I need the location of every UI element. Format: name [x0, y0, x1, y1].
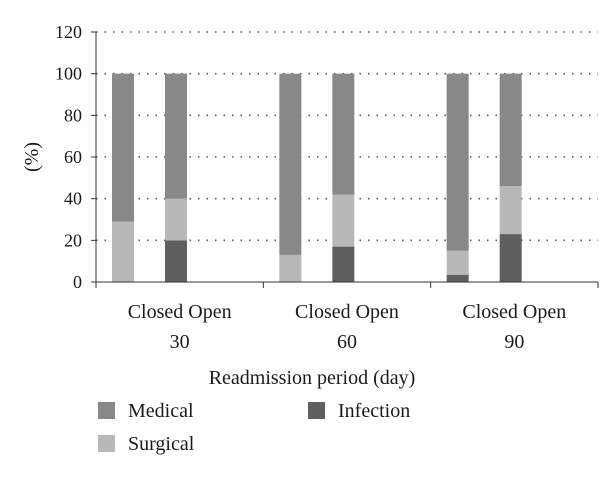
x-group-label: 90 — [504, 331, 524, 353]
x-category-labels: Closed Open 30 Closed Open 60 Closed Open 90 — [128, 301, 567, 353]
bar-segment-surgical — [446, 250, 469, 275]
legend-label-surgical: Surgical — [128, 433, 195, 455]
x-axis-label: Readmission period (day) — [209, 367, 416, 389]
legend-swatch-medical — [98, 402, 115, 419]
y-tick-label: 100 — [55, 64, 82, 84]
legend-swatch-surgical — [98, 435, 115, 452]
bar-segment-infection — [446, 274, 469, 282]
y-axis-label: (%) — [21, 142, 43, 172]
legend-label-infection: Infection — [338, 400, 410, 422]
bar-segment-surgical — [279, 254, 302, 282]
bar-segment-surgical — [499, 186, 522, 235]
y-tick-labels: 0 20 40 60 80 100 120 — [55, 22, 82, 292]
bar-segment-surgical — [112, 221, 134, 282]
bar-segment-infection — [499, 234, 522, 282]
y-tick-label: 80 — [64, 105, 82, 125]
bar-segment-infection — [165, 240, 187, 282]
x-category-label: Closed Open — [128, 301, 232, 323]
bars — [112, 73, 522, 282]
x-group-label: 30 — [170, 331, 190, 353]
bar-segment-surgical — [165, 198, 187, 241]
legend-label-medical: Medical — [128, 400, 194, 422]
legend-swatch-infection — [308, 402, 325, 419]
bar-segment-infection — [332, 246, 355, 282]
axes — [91, 31, 599, 288]
x-category-label: Closed Open — [462, 301, 566, 323]
x-category-label: Closed Open — [295, 301, 399, 323]
bar-segment-medical — [446, 73, 469, 251]
bar-segment-medical — [165, 73, 187, 199]
bar-segment-medical — [279, 73, 302, 255]
y-tick-label: 0 — [73, 272, 82, 292]
y-tick-label: 20 — [64, 230, 82, 250]
x-group-label: 60 — [337, 331, 357, 353]
y-tick-label: 40 — [64, 189, 82, 209]
bar-segment-medical — [112, 73, 134, 222]
bar-segment-medical — [499, 73, 522, 187]
y-tick-label: 120 — [55, 22, 82, 42]
y-tick-label: 60 — [64, 147, 82, 167]
legend: Medical Infection Surgical — [98, 400, 410, 455]
bar-segment-medical — [332, 73, 355, 195]
bar-segment-surgical — [332, 194, 355, 247]
